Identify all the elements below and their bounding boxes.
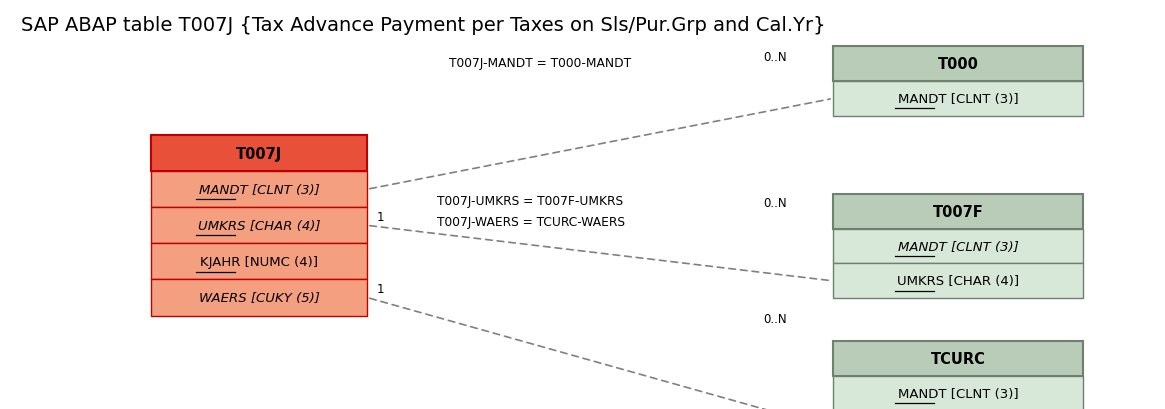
Text: UMKRS [CHAR (4)]: UMKRS [CHAR (4)]	[198, 219, 320, 232]
Text: 0..N: 0..N	[763, 50, 786, 63]
Text: WAERS [CUKY (5)]: WAERS [CUKY (5)]	[199, 291, 319, 304]
Text: MANDT [CLNT (3)]: MANDT [CLNT (3)]	[199, 183, 319, 196]
Text: 0..N: 0..N	[763, 312, 786, 325]
Bar	[833, 229, 1083, 264]
Bar	[151, 208, 367, 244]
Text: 1: 1	[376, 283, 383, 296]
Text: T007F: T007F	[933, 204, 983, 219]
Text: T007J-UMKRS = T007F-UMKRS: T007J-UMKRS = T007F-UMKRS	[437, 195, 623, 208]
Bar	[833, 342, 1083, 376]
Text: T000: T000	[938, 57, 979, 72]
Text: MANDT [CLNT (3)]: MANDT [CLNT (3)]	[898, 240, 1018, 253]
Bar	[833, 376, 1083, 409]
Bar	[833, 194, 1083, 229]
Text: KJAHR [NUMC (4)]: KJAHR [NUMC (4)]	[200, 255, 318, 268]
Text: MANDT [CLNT (3)]: MANDT [CLNT (3)]	[898, 93, 1018, 106]
Text: TCURC: TCURC	[931, 351, 986, 366]
Text: 0..N: 0..N	[763, 196, 786, 209]
Bar	[833, 47, 1083, 82]
Bar	[151, 136, 367, 172]
Text: UMKRS [CHAR (4)]: UMKRS [CHAR (4)]	[897, 275, 1019, 288]
Bar	[833, 82, 1083, 117]
Text: T007J: T007J	[236, 146, 282, 161]
Bar	[151, 280, 367, 316]
Text: 1: 1	[376, 211, 383, 224]
Text: T007J-WAERS = TCURC-WAERS: T007J-WAERS = TCURC-WAERS	[437, 215, 624, 228]
Text: T007J-MANDT = T000-MANDT: T007J-MANDT = T000-MANDT	[449, 57, 630, 70]
Text: MANDT [CLNT (3)]: MANDT [CLNT (3)]	[898, 387, 1018, 400]
Bar	[833, 264, 1083, 299]
Bar	[151, 244, 367, 280]
Text: SAP ABAP table T007J {Tax Advance Payment per Taxes on Sls/Pur.Grp and Cal.Yr}: SAP ABAP table T007J {Tax Advance Paymen…	[21, 16, 826, 35]
Bar	[151, 172, 367, 208]
